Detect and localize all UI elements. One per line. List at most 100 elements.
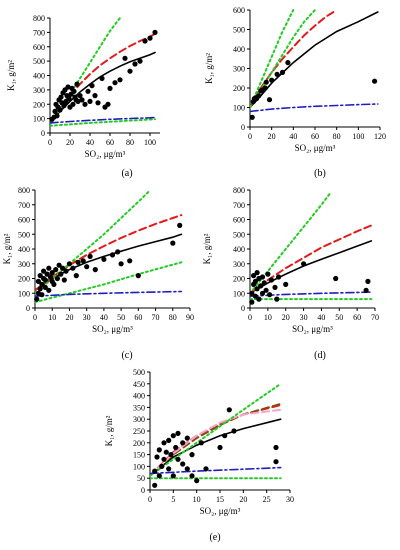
- x-tick-label: 0: [33, 313, 37, 322]
- data-point: [283, 281, 289, 287]
- y-tick-label: 200: [133, 439, 145, 448]
- series-line-dashdot-6: [150, 466, 282, 475]
- series-line-dotted-3: [50, 118, 156, 127]
- data-point: [42, 277, 48, 283]
- y-tick-label: 50: [137, 474, 145, 483]
- data-point: [63, 268, 69, 274]
- data-point: [52, 108, 58, 114]
- series-line-dotted-2: [35, 189, 152, 295]
- chart-b: 0 20 40 60 80 100 120 0 100 200 300 400 500 600 SO₂, μ…: [204, 6, 386, 179]
- x-axis-label: SO₂, μg/m³: [292, 324, 333, 334]
- data-point: [152, 482, 158, 488]
- data-point: [99, 75, 105, 81]
- data-point: [226, 407, 232, 413]
- data-point: [87, 253, 93, 259]
- data-point: [61, 277, 67, 283]
- data-point: [231, 428, 237, 434]
- y-tick-label: 600: [233, 6, 245, 15]
- x-tick-label: 5: [171, 495, 175, 504]
- x-tick-label: 10: [264, 313, 272, 322]
- data-point: [92, 267, 98, 273]
- data-point: [132, 61, 138, 67]
- data-point: [251, 273, 257, 279]
- data-point: [107, 85, 113, 91]
- y-tick-label: 500: [233, 26, 245, 35]
- data-point: [109, 252, 116, 258]
- x-tick-label: 20: [282, 313, 290, 322]
- x-tick-label: 40: [100, 313, 108, 322]
- x-axis-label: SO₂, μg/m³: [200, 506, 241, 516]
- y-tick-label: 0: [26, 304, 30, 313]
- y-tick-label: 200: [233, 84, 245, 93]
- data-point: [51, 281, 57, 287]
- data-point: [117, 77, 123, 83]
- data-point: [269, 77, 275, 83]
- x-tick-label: 0: [248, 132, 252, 141]
- x-tick-label: 80: [333, 132, 341, 141]
- series-line-dotted-4: [150, 382, 282, 477]
- y-tick-label: 800: [18, 186, 30, 195]
- data-point: [194, 478, 200, 484]
- data-point: [44, 271, 50, 277]
- data-point: [180, 461, 186, 467]
- data-point: [163, 449, 169, 455]
- data-point: [39, 281, 45, 287]
- data-point: [75, 259, 81, 265]
- data-point: [58, 271, 64, 277]
- series-group: [35, 189, 183, 304]
- series-line-solid-0: [50, 51, 156, 123]
- series-line-solid-0: [250, 240, 373, 295]
- data-point: [115, 249, 121, 255]
- data-point: [35, 278, 42, 284]
- chart-d: 0 10 20 30 40 50 60 700100200300400500600700800…: [202, 186, 379, 361]
- data-point: [161, 440, 167, 446]
- x-tick-label: 0: [248, 313, 252, 322]
- data-point: [37, 286, 43, 292]
- data-point: [175, 430, 181, 436]
- data-point: [268, 277, 274, 283]
- data-point: [54, 113, 60, 119]
- data-point: [256, 93, 262, 99]
- data-point: [82, 101, 88, 107]
- data-point: [80, 258, 86, 264]
- x-tick-label: 50: [335, 313, 343, 322]
- y-axis-label: K₁, g/m²: [2, 233, 12, 264]
- series-line-dashdot-4: [50, 116, 156, 124]
- x-tick-label: 20: [66, 138, 74, 147]
- data-point: [363, 287, 369, 293]
- y-tick-label: 0: [241, 304, 245, 313]
- y-tick-label: 100: [33, 115, 45, 124]
- data-point: [95, 100, 101, 106]
- data-point: [254, 286, 260, 292]
- data-point: [57, 107, 63, 113]
- data-point: [127, 68, 133, 74]
- data-point: [79, 97, 85, 103]
- data-point: [87, 98, 93, 104]
- data-point: [259, 274, 266, 280]
- y-tick-label: 500: [233, 230, 245, 239]
- data-point: [142, 38, 148, 44]
- x-tick-label: 100: [352, 132, 364, 141]
- panel-label: (d): [314, 350, 326, 361]
- y-tick-label: 200: [18, 275, 30, 284]
- data-point: [222, 433, 228, 439]
- data-point: [154, 454, 160, 460]
- chart-c: 0 10 20 30 40 50 60 70 80 90 0 100 200 300 400 500 600 70…: [2, 186, 194, 361]
- data-point: [170, 433, 176, 439]
- x-tick-label: 0: [48, 138, 52, 147]
- y-tick-label: 200: [33, 100, 45, 109]
- data-point: [46, 287, 52, 293]
- data-point: [161, 456, 167, 462]
- y-axis-label: K₁, g/m²: [202, 233, 212, 264]
- x-tick-label: 25: [263, 495, 271, 504]
- series-line-dotted-2: [250, 191, 332, 295]
- data-point: [75, 98, 81, 104]
- data-point: [266, 97, 273, 103]
- y-tick-label: 500: [33, 57, 45, 66]
- y-tick-label: 300: [233, 260, 245, 269]
- y-tick-label: 100: [233, 104, 245, 113]
- data-point: [166, 437, 172, 443]
- data-point: [365, 278, 371, 284]
- x-axis-label: SO₂, μg/m³: [85, 149, 126, 159]
